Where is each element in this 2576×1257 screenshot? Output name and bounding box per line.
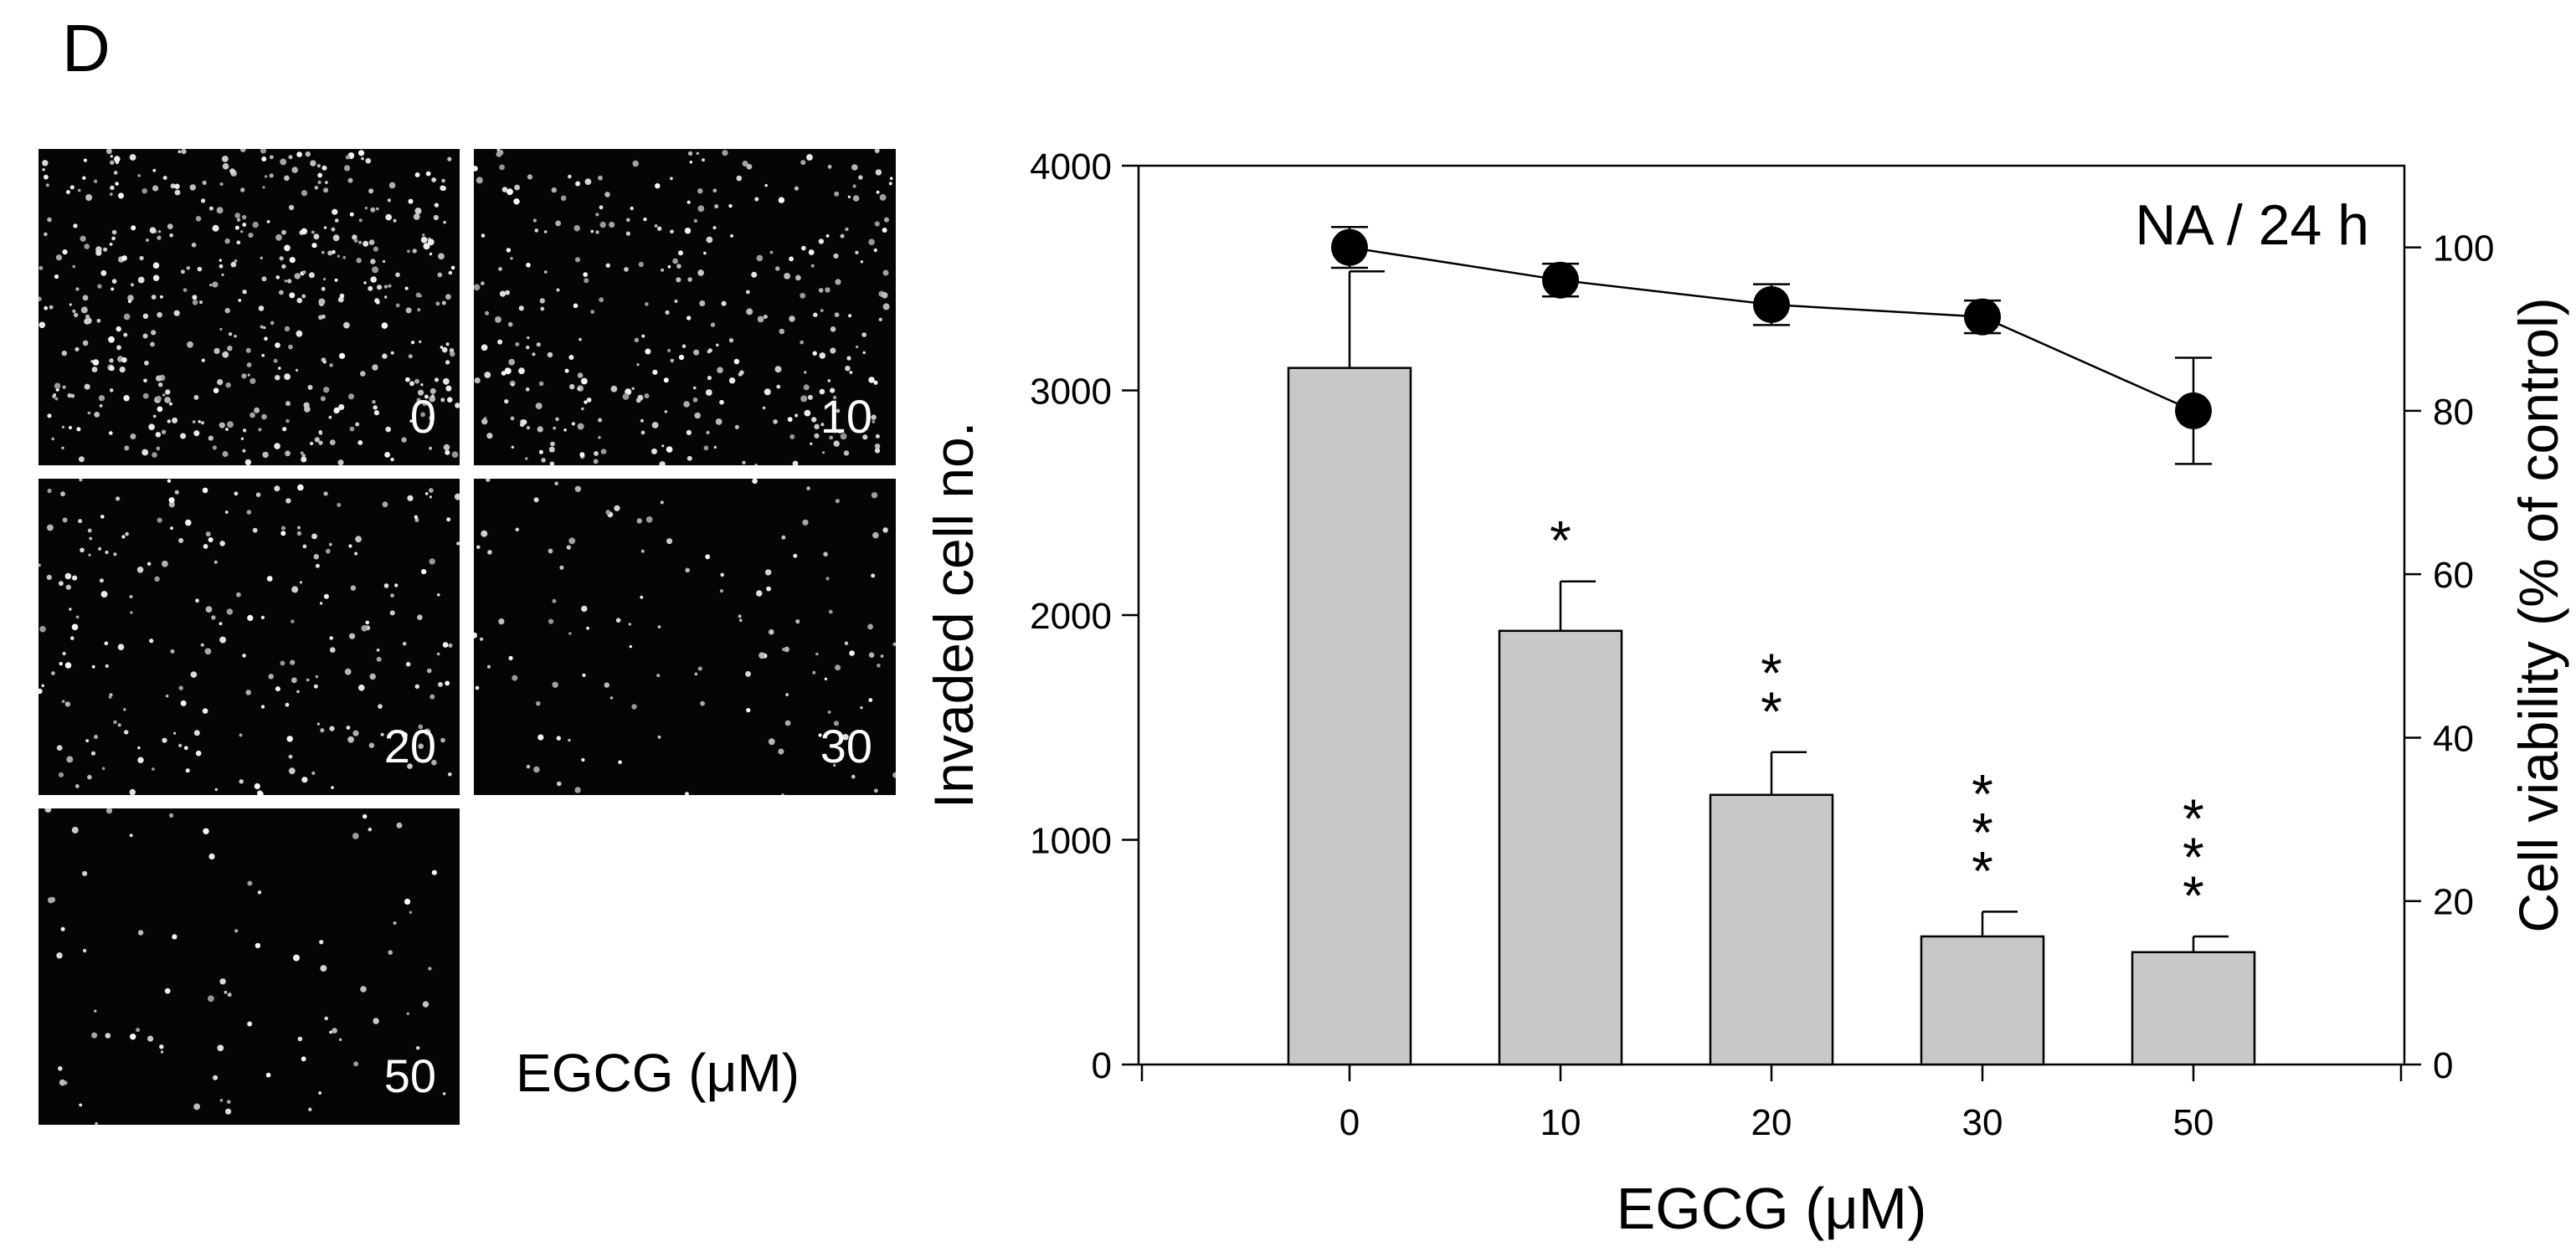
micrograph-20-label: 20 bbox=[383, 720, 436, 772]
y2-tick-label-40: 40 bbox=[2433, 718, 2474, 759]
micrograph-caption: EGCG (μM) bbox=[516, 1043, 800, 1103]
micrograph-0-cells bbox=[39, 149, 460, 465]
micrograph-50: 50 bbox=[39, 808, 460, 1125]
x-tick-label-30: 30 bbox=[1962, 1102, 2003, 1143]
bar-30 bbox=[1920, 935, 2045, 1066]
x-tick-label-10: 10 bbox=[1540, 1102, 1581, 1143]
asterisk: * bbox=[1550, 510, 1571, 572]
micrograph-30: 30 bbox=[474, 479, 896, 795]
asterisk: * bbox=[1972, 801, 1993, 863]
micrograph-30-cells bbox=[474, 479, 896, 795]
significance-30: *** bbox=[1972, 762, 1993, 901]
y-tick-label-1000: 1000 bbox=[1030, 821, 1112, 862]
x-axis-title: EGCG (μM) bbox=[1617, 1176, 1927, 1241]
asterisk: * bbox=[2183, 788, 2204, 849]
micrograph-0-label: 0 bbox=[409, 390, 436, 443]
viability-point-50 bbox=[2175, 392, 2212, 429]
y2-tick-label-100: 100 bbox=[2433, 228, 2494, 269]
viability-point-10 bbox=[1542, 261, 1579, 299]
x-tick-label-20: 20 bbox=[1751, 1102, 1792, 1143]
y2-tick-label-60: 60 bbox=[2433, 555, 2474, 596]
micrograph-50-cells bbox=[44, 808, 446, 1125]
asterisk: * bbox=[2183, 826, 2204, 888]
y2-tick-label-0: 0 bbox=[2433, 1045, 2453, 1086]
x-tick-label-50: 50 bbox=[2173, 1102, 2214, 1143]
asterisk: * bbox=[1761, 680, 1782, 742]
micrograph-10: 10 bbox=[474, 149, 896, 465]
y-axis-title: Invaded cell no. bbox=[923, 422, 985, 808]
viability-point-30 bbox=[1964, 298, 2001, 336]
y-tick-label-4000: 4000 bbox=[1030, 146, 1112, 187]
y-tick-label-3000: 3000 bbox=[1030, 372, 1112, 413]
micrograph-20: 20 bbox=[39, 479, 460, 795]
significance-50: *** bbox=[2183, 788, 2204, 926]
bar-20 bbox=[1709, 793, 1834, 1066]
y2-axis-title: Cell viability (% of control) bbox=[2507, 297, 2569, 932]
significance-20: ** bbox=[1761, 642, 1782, 742]
panel-label: D bbox=[62, 11, 111, 85]
micrograph-0: 0 bbox=[39, 149, 460, 465]
viability-point-20 bbox=[1753, 285, 1790, 323]
y-tick-label-0: 0 bbox=[1092, 1045, 1112, 1086]
asterisk: * bbox=[1972, 762, 1993, 824]
asterisk: * bbox=[2183, 865, 2204, 926]
y2-tick-label-20: 20 bbox=[2433, 882, 2474, 923]
micrograph-50-label: 50 bbox=[383, 1049, 436, 1102]
viability-point-0 bbox=[1331, 228, 1368, 266]
asterisk: * bbox=[1761, 642, 1782, 704]
micrograph-10-cells bbox=[474, 149, 893, 465]
micrograph-30-label: 30 bbox=[820, 720, 872, 772]
y2-tick-label-80: 80 bbox=[2433, 392, 2474, 433]
bar-10 bbox=[1498, 629, 1623, 1066]
x-tick-label-0: 0 bbox=[1339, 1102, 1360, 1143]
micrograph-10-label: 10 bbox=[820, 390, 872, 443]
y-tick-label-2000: 2000 bbox=[1030, 596, 1112, 637]
viability-line bbox=[1349, 246, 2194, 413]
micrograph-20-cells bbox=[39, 479, 460, 795]
significance-10: * bbox=[1550, 510, 1571, 572]
bar-50 bbox=[2131, 951, 2256, 1066]
bar-0 bbox=[1287, 367, 1412, 1066]
asterisk: * bbox=[1972, 839, 1993, 901]
chart-annotation: NA / 24 h bbox=[2135, 193, 2369, 257]
